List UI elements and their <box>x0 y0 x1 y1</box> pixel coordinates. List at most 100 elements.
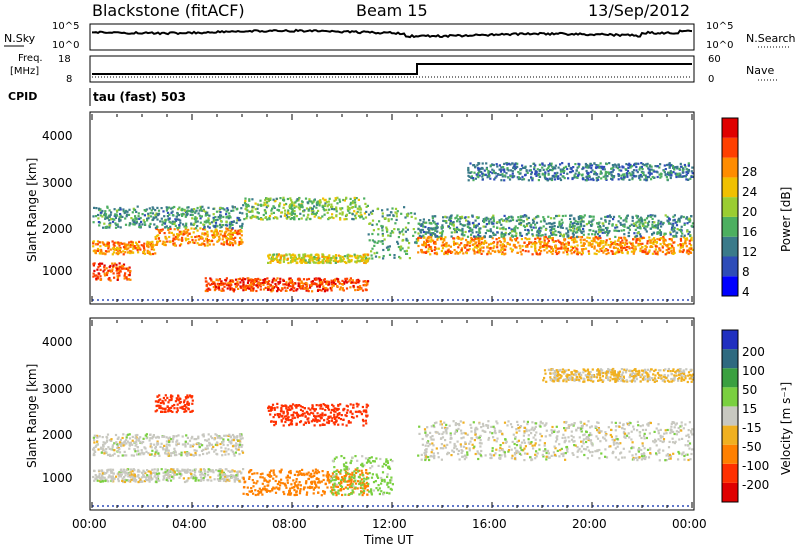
power-cell <box>352 201 355 204</box>
power-cell <box>92 272 95 275</box>
power-cell <box>98 224 101 227</box>
power-cell <box>543 237 546 240</box>
power-cell <box>336 285 339 288</box>
power-cell <box>440 226 443 229</box>
power-cell <box>238 211 242 214</box>
power-cell <box>480 241 483 244</box>
power-cell <box>679 246 682 249</box>
power-cell <box>234 242 237 245</box>
power-cell <box>686 168 689 171</box>
power-cell <box>399 247 402 250</box>
power-cell <box>229 279 232 282</box>
power-cell <box>297 199 300 202</box>
power-cell <box>103 274 107 277</box>
power-cell <box>686 230 689 233</box>
power-cell <box>393 228 396 231</box>
velocity-cell <box>126 472 129 475</box>
power-cell <box>300 261 303 264</box>
power-cell <box>605 162 608 166</box>
power-cell <box>570 248 573 252</box>
power-cell <box>672 219 675 222</box>
power-cell <box>682 236 686 239</box>
power-cell <box>206 289 209 293</box>
power-cell <box>576 248 579 251</box>
power-cell <box>499 170 503 173</box>
power-cell <box>555 252 558 256</box>
velocity-cell <box>164 471 167 474</box>
power-cell <box>666 245 669 248</box>
power-cell <box>133 245 136 248</box>
power-cell <box>389 211 393 214</box>
power-cell <box>649 215 652 218</box>
power-cell <box>453 237 456 240</box>
power-cell <box>298 208 301 211</box>
power-cell <box>252 206 255 209</box>
power-cell <box>227 229 230 232</box>
power-cell <box>631 244 634 247</box>
power-cell <box>604 227 608 230</box>
power-cell <box>176 227 179 230</box>
power-cell <box>497 249 500 252</box>
power-cell <box>111 253 114 256</box>
power-cell <box>225 284 229 287</box>
power-cell <box>477 222 480 225</box>
power-cell <box>176 235 179 239</box>
power-cell <box>116 253 119 256</box>
power-cell <box>519 172 522 175</box>
power-cell <box>536 236 539 240</box>
power-cell <box>274 199 277 203</box>
power-cell <box>460 249 463 252</box>
power-cell <box>342 198 345 202</box>
power-cell <box>232 290 235 293</box>
power-cell <box>156 206 159 209</box>
power-cell <box>240 226 243 229</box>
velocity-cell <box>227 470 230 473</box>
power-cell <box>654 214 657 217</box>
power-cell <box>290 288 293 291</box>
power-cell <box>632 222 636 225</box>
velocity-cell <box>159 445 162 448</box>
power-cell <box>538 163 541 166</box>
power-cell <box>157 209 161 212</box>
power-cell <box>104 217 107 220</box>
power-cell <box>381 234 384 237</box>
power-cell <box>679 175 682 178</box>
power-cell <box>486 253 489 256</box>
power-cell <box>283 256 286 259</box>
power-cell <box>164 241 167 244</box>
power-cell <box>315 211 318 214</box>
power-cell <box>669 243 672 246</box>
power-cell <box>143 221 146 224</box>
power-cell <box>429 240 432 243</box>
power-cell <box>244 197 247 200</box>
power-cell <box>653 237 656 240</box>
velocity-cell <box>213 450 216 453</box>
power-cell <box>146 251 149 254</box>
power-cell <box>440 249 443 253</box>
power-cell <box>672 215 675 218</box>
power-cell <box>579 225 582 228</box>
velocity-cell <box>186 470 189 473</box>
power-cell <box>324 204 327 207</box>
power-cell <box>540 249 543 253</box>
power-cell <box>485 219 488 222</box>
power-cell <box>600 230 603 233</box>
power-cell <box>460 216 464 219</box>
velocity-cell <box>183 470 187 474</box>
power-cell <box>336 260 339 263</box>
power-cell <box>167 227 170 230</box>
velocity-cell <box>153 468 156 471</box>
power-cell <box>245 205 248 208</box>
power-cell <box>267 254 270 257</box>
power-cell <box>252 283 255 286</box>
power-cell <box>220 225 223 228</box>
power-cell <box>353 255 356 258</box>
power-cell <box>362 217 365 220</box>
velocity-cell <box>221 470 224 473</box>
power-cell <box>680 215 683 218</box>
power-cell <box>165 209 168 212</box>
power-cell <box>316 203 319 206</box>
power-cell <box>440 234 443 237</box>
velocity-cell <box>169 479 173 482</box>
power-cell <box>194 219 197 222</box>
